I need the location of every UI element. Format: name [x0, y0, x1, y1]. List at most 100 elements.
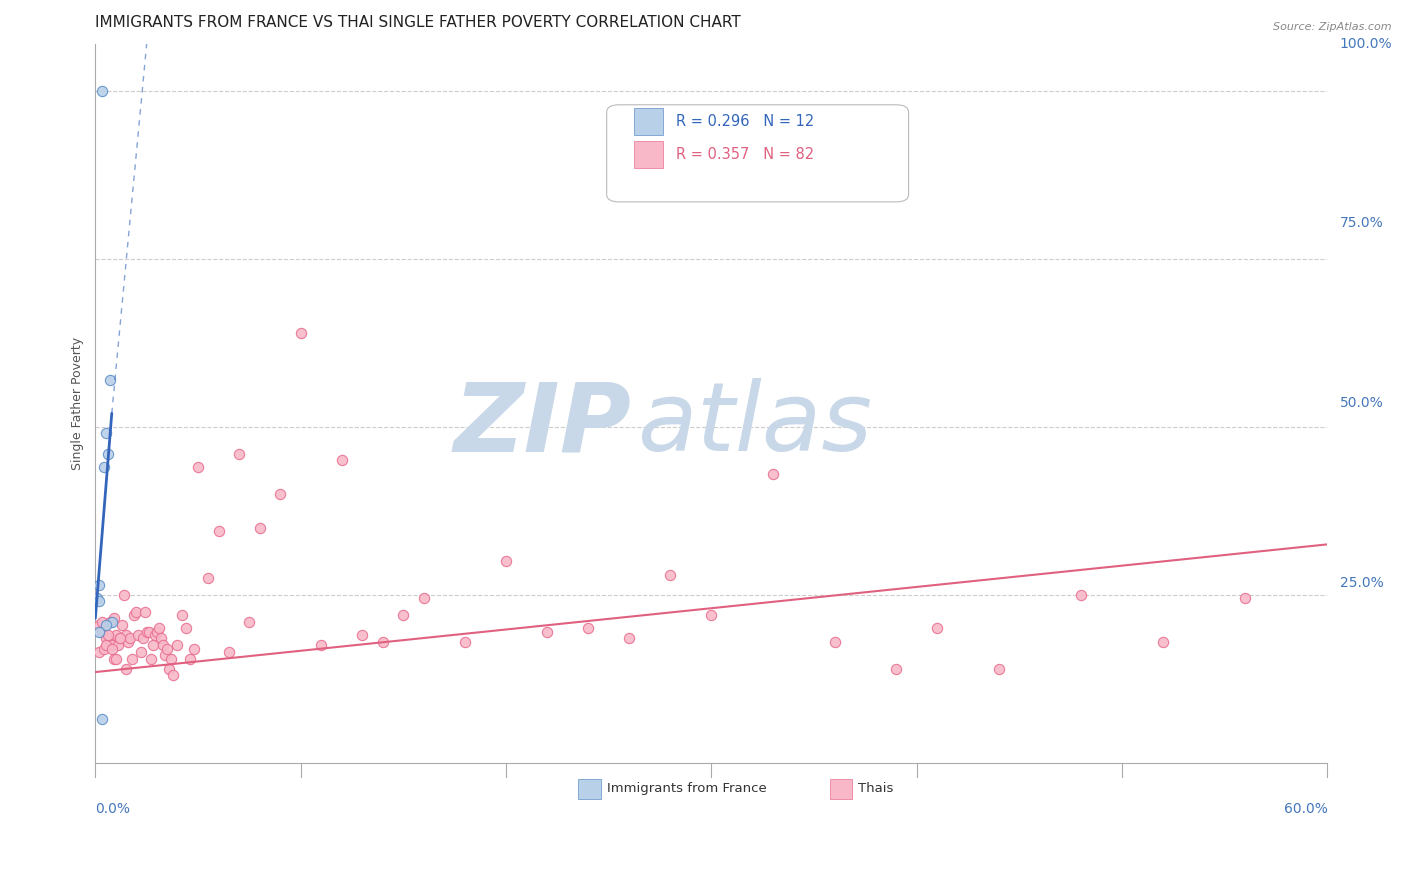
Point [228, 447, 250, 461]
Point [153, 648, 176, 663]
Point [111, 618, 134, 632]
Point [98, 373, 121, 387]
Text: Thais: Thais [858, 782, 893, 795]
Point [97, 638, 120, 652]
Point [1070, 588, 1092, 602]
Point [143, 628, 166, 642]
Point [700, 607, 723, 622]
Point [183, 641, 205, 656]
Point [207, 524, 229, 538]
Point [392, 607, 415, 622]
Point [98, 615, 121, 629]
Point [103, 651, 125, 665]
Point [536, 624, 558, 639]
Point [93, 460, 115, 475]
Point [249, 520, 271, 534]
Point [330, 453, 353, 467]
Point [179, 651, 201, 665]
Text: R = 0.357   N = 82: R = 0.357 N = 82 [676, 147, 814, 162]
Point [101, 615, 124, 629]
Text: Immigrants from France: Immigrants from France [606, 782, 766, 795]
Point [104, 651, 127, 665]
Text: atlas: atlas [637, 378, 873, 471]
Point [413, 591, 436, 606]
Point [90, 615, 112, 629]
Point [89, 618, 111, 632]
Point [89, 645, 111, 659]
Point [103, 611, 125, 625]
Point [1234, 591, 1257, 606]
Point [107, 638, 129, 652]
Point [135, 624, 157, 639]
Point [762, 467, 785, 481]
Point [290, 326, 312, 340]
Point [120, 632, 142, 646]
Point [93, 641, 115, 656]
Text: 60.0%: 60.0% [1284, 802, 1327, 816]
Point [160, 651, 183, 665]
Point [166, 638, 188, 652]
Point [139, 651, 162, 665]
Point [187, 460, 209, 475]
Point [371, 635, 394, 649]
Point [197, 571, 219, 585]
Point [94, 618, 117, 632]
Point [352, 628, 374, 642]
Point [174, 621, 197, 635]
Point [576, 621, 599, 635]
Text: Source: ZipAtlas.com: Source: ZipAtlas.com [1274, 22, 1392, 32]
Bar [830, 779, 852, 798]
Point [170, 607, 193, 622]
Point [824, 635, 846, 649]
Bar [578, 779, 600, 798]
Point [148, 621, 170, 635]
Point [125, 605, 148, 619]
Point [150, 632, 173, 646]
Point [108, 632, 131, 646]
Point [659, 567, 682, 582]
Point [112, 588, 135, 602]
Point [115, 628, 138, 642]
Point [94, 426, 117, 441]
Point [90, 624, 112, 639]
Text: R = 0.296   N = 12: R = 0.296 N = 12 [676, 114, 814, 128]
Point [619, 632, 641, 646]
Point [238, 615, 260, 629]
Text: 100.0%: 100.0% [1340, 37, 1392, 51]
Text: 25.0%: 25.0% [1340, 576, 1384, 590]
Point [89, 594, 111, 608]
Point [495, 554, 517, 568]
Point [89, 577, 111, 591]
Point [90, 84, 112, 98]
Point [94, 632, 117, 646]
Point [108, 632, 131, 646]
Point [121, 651, 143, 665]
Point [142, 638, 165, 652]
Point [987, 662, 1010, 676]
Point [138, 624, 160, 639]
Text: 0.0%: 0.0% [96, 802, 131, 816]
Text: 50.0%: 50.0% [1340, 396, 1384, 410]
Point [124, 607, 146, 622]
Point [927, 621, 949, 635]
Point [98, 632, 121, 646]
Text: 75.0%: 75.0% [1340, 217, 1384, 230]
Y-axis label: Single Father Poverty: Single Father Poverty [72, 336, 84, 470]
FancyBboxPatch shape [606, 104, 908, 202]
Point [454, 635, 477, 649]
Point [104, 628, 127, 642]
Point [131, 632, 153, 646]
Point [101, 641, 124, 656]
Text: IMMIGRANTS FROM FRANCE VS THAI SINGLE FATHER POVERTY CORRELATION CHART: IMMIGRANTS FROM FRANCE VS THAI SINGLE FA… [96, 15, 741, 30]
Point [117, 635, 139, 649]
Point [89, 624, 111, 639]
Point [90, 712, 112, 726]
Point [97, 447, 120, 461]
Bar [634, 141, 664, 168]
Point [127, 628, 149, 642]
Point [146, 624, 169, 639]
Text: ZIP: ZIP [454, 378, 631, 471]
Point [97, 628, 120, 642]
Point [134, 605, 156, 619]
Bar [634, 108, 664, 135]
